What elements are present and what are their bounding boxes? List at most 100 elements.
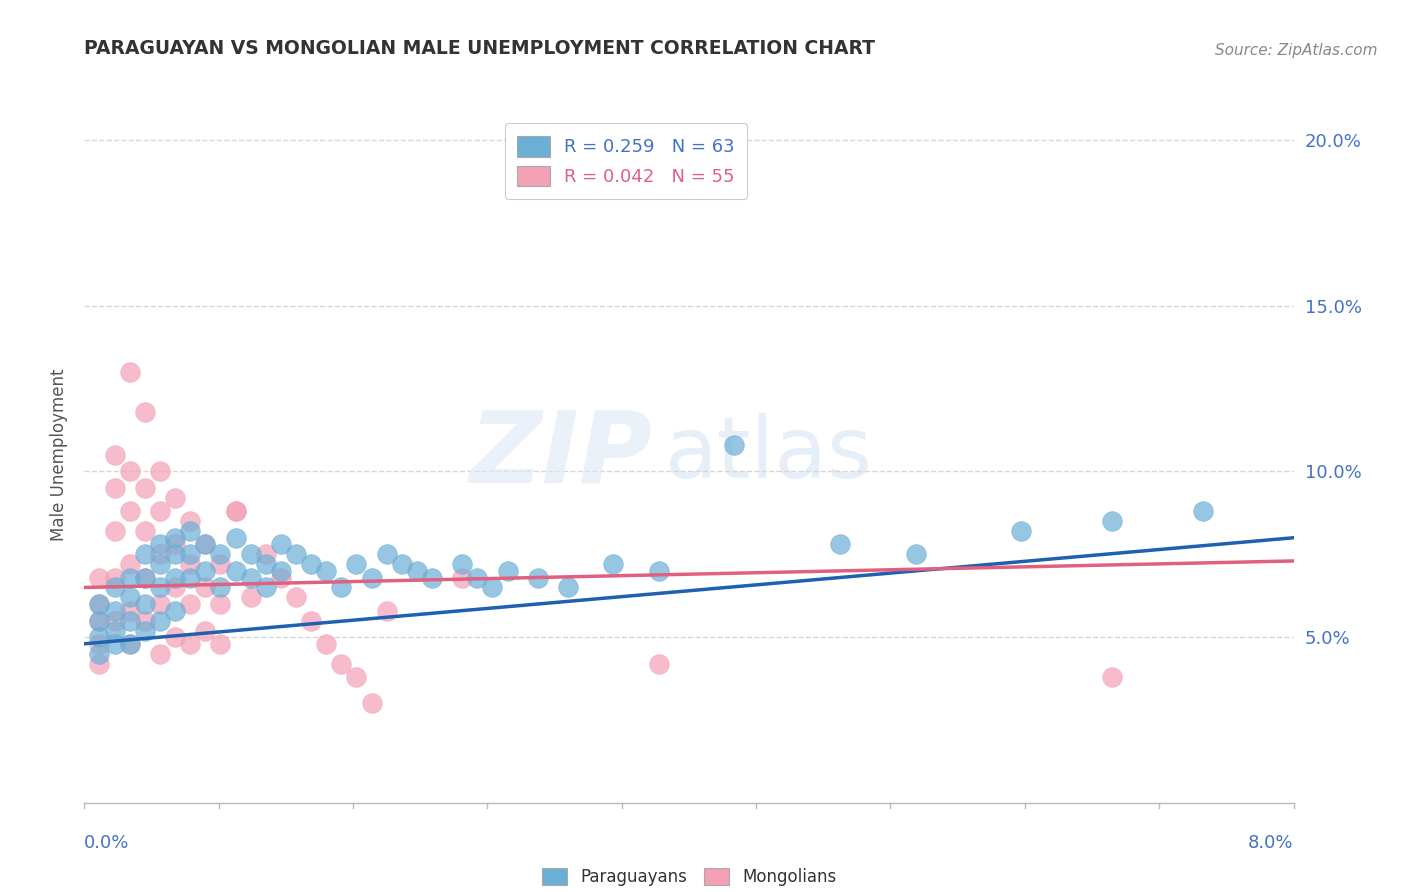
Point: [481, 581, 503, 595]
Point: [225, 564, 247, 578]
Point: [360, 570, 382, 584]
Point: [179, 570, 201, 584]
Point: [1101, 670, 1123, 684]
Point: [360, 697, 382, 711]
Point: [89, 657, 111, 671]
Point: [346, 670, 368, 684]
Text: 8.0%: 8.0%: [1249, 834, 1294, 852]
Point: [420, 570, 443, 584]
Point: [149, 558, 172, 572]
Point: [496, 564, 519, 578]
Point: [179, 524, 201, 538]
Point: [1192, 504, 1215, 518]
Point: [254, 547, 277, 561]
Point: [194, 537, 217, 551]
Point: [225, 504, 247, 518]
Legend: Paraguayans, Mongolians: Paraguayans, Mongolians: [533, 860, 845, 892]
Point: [149, 647, 172, 661]
Point: [284, 591, 308, 605]
Point: [89, 614, 111, 628]
Point: [89, 597, 111, 611]
Point: [89, 597, 111, 611]
Point: [239, 547, 262, 561]
Point: [134, 405, 156, 419]
Point: [270, 537, 292, 551]
Point: [134, 481, 156, 495]
Point: [194, 581, 217, 595]
Point: [239, 591, 262, 605]
Point: [118, 504, 141, 518]
Point: [179, 547, 201, 561]
Point: [647, 657, 671, 671]
Point: [346, 558, 368, 572]
Point: [149, 547, 172, 561]
Point: [209, 581, 232, 595]
Point: [89, 614, 111, 628]
Point: [179, 558, 201, 572]
Point: [330, 581, 353, 595]
Point: [1101, 514, 1123, 528]
Point: [149, 581, 172, 595]
Point: [104, 604, 127, 618]
Point: [375, 547, 398, 561]
Point: [904, 547, 927, 561]
Point: [134, 524, 156, 538]
Point: [89, 647, 111, 661]
Point: [165, 604, 187, 618]
Point: [270, 564, 292, 578]
Point: [467, 570, 489, 584]
Point: [375, 604, 398, 618]
Point: [89, 637, 111, 651]
Point: [104, 524, 127, 538]
Point: [209, 558, 232, 572]
Point: [165, 570, 187, 584]
Point: [149, 504, 172, 518]
Point: [451, 558, 474, 572]
Point: [118, 637, 141, 651]
Point: [557, 581, 579, 595]
Point: [225, 504, 247, 518]
Point: [104, 570, 127, 584]
Point: [225, 531, 247, 545]
Text: 0.0%: 0.0%: [84, 834, 129, 852]
Point: [830, 537, 852, 551]
Point: [104, 581, 127, 595]
Text: Source: ZipAtlas.com: Source: ZipAtlas.com: [1215, 43, 1378, 58]
Point: [118, 591, 141, 605]
Point: [89, 630, 111, 644]
Point: [299, 558, 322, 572]
Point: [723, 438, 745, 452]
Point: [179, 597, 201, 611]
Point: [149, 614, 172, 628]
Point: [104, 448, 127, 462]
Point: [239, 570, 262, 584]
Point: [165, 491, 187, 505]
Point: [149, 465, 172, 479]
Point: [134, 614, 156, 628]
Point: [134, 570, 156, 584]
Point: [527, 570, 550, 584]
Point: [165, 531, 187, 545]
Point: [315, 637, 337, 651]
Point: [647, 564, 671, 578]
Point: [254, 581, 277, 595]
Text: ZIP: ZIP: [470, 407, 652, 503]
Point: [149, 537, 172, 551]
Point: [194, 624, 217, 638]
Point: [179, 514, 201, 528]
Point: [134, 597, 156, 611]
Text: PARAGUAYAN VS MONGOLIAN MALE UNEMPLOYMENT CORRELATION CHART: PARAGUAYAN VS MONGOLIAN MALE UNEMPLOYMEN…: [84, 39, 876, 58]
Point: [406, 564, 429, 578]
Point: [104, 637, 127, 651]
Point: [179, 637, 201, 651]
Point: [330, 657, 353, 671]
Point: [118, 465, 141, 479]
Point: [194, 537, 217, 551]
Point: [391, 558, 413, 572]
Point: [89, 570, 111, 584]
Y-axis label: Male Unemployment: Male Unemployment: [49, 368, 67, 541]
Point: [104, 614, 127, 628]
Point: [118, 614, 141, 628]
Point: [209, 547, 232, 561]
Point: [118, 365, 141, 379]
